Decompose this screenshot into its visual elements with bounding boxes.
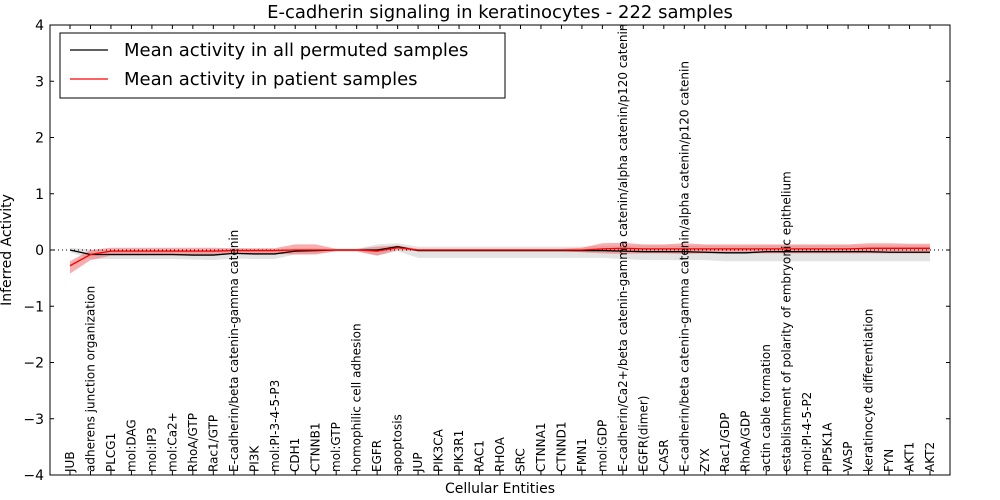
y-tick-label: 3 <box>35 74 44 90</box>
x-category-label: adherens junction organization <box>83 286 97 472</box>
y-axis-label: Inferred Activity <box>0 194 15 306</box>
x-category-label: mol:PI-3-4-5-P3 <box>268 380 282 472</box>
legend-box <box>59 32 506 99</box>
legend-label-1: Mean activity in patient samples <box>124 69 418 90</box>
x-category-label: JUP <box>411 452 425 473</box>
x-category-label: mol:GTP <box>329 422 343 472</box>
x-category-label: establishment of polarity of embryonic e… <box>780 171 794 472</box>
legend: Mean activity in all permuted samples Mea… <box>59 32 506 99</box>
x-category-label: ZYX <box>698 448 712 472</box>
x-category-label: apoptosis <box>391 414 405 472</box>
x-category-label: mol:PI-4-5-P2 <box>800 392 814 472</box>
chart-title: E-cadherin signaling in keratinocytes - … <box>267 2 733 23</box>
x-category-label: PIK3CA <box>432 428 446 472</box>
x-category-label: mol:Ca2+ <box>165 412 179 472</box>
x-category-label: FMN1 <box>575 438 589 472</box>
y-tick-label: −2 <box>23 356 44 372</box>
x-category-label: SRC <box>513 448 527 472</box>
x-category-label: EGFR(dimer) <box>636 396 650 472</box>
x-category-label: mol:DAG <box>124 419 138 472</box>
y-tick-label: 4 <box>35 18 44 34</box>
x-category-label: RHOA <box>493 436 507 472</box>
x-category-label: CTNNA1 <box>534 422 548 472</box>
x-category-label: CDH1 <box>288 438 302 472</box>
x-category-label: homophilic cell adhesion <box>350 323 364 472</box>
y-tick-label: −4 <box>23 468 44 484</box>
x-category-label: RAC1 <box>473 440 487 472</box>
x-category-label: AKT2 <box>923 442 937 472</box>
x-category-label: actin cable formation <box>759 344 773 472</box>
x-category-label: EGFR <box>370 440 384 472</box>
x-category-label: Rac1/GTP <box>206 415 220 472</box>
x-category-label: mol:IP3 <box>145 427 159 472</box>
y-tick-label: 2 <box>35 131 44 147</box>
x-category-label: VASP <box>841 441 855 472</box>
y-tick-label: −3 <box>23 412 44 428</box>
y-tick-label: 1 <box>35 187 44 203</box>
plot-area: −4 −3 −2 −1 0 1 2 3 4 JUB adherens junction organi… <box>23 18 951 484</box>
x-category-label: Rac1/GDP <box>718 413 732 472</box>
legend-label-0: Mean activity in all permuted samples <box>124 40 468 61</box>
x-category-label: E-cadherin/beta catenin-gamma catenin/al… <box>677 61 691 472</box>
x-category-label: CASR <box>657 439 671 472</box>
x-category-label: mol:GDP <box>595 420 609 472</box>
x-category-label: E-cadherin/beta catenin-gamma catenin <box>227 230 241 472</box>
y-tick-label: −1 <box>23 299 44 315</box>
series-line-1 <box>69 247 930 267</box>
x-category-label: PI3K <box>247 445 261 472</box>
x-category-label: RhoA/GTP <box>186 413 200 472</box>
y-tick-label: 0 <box>35 243 44 259</box>
x-category-label: RhoA/GDP <box>739 411 753 472</box>
x-category-label: CTNND1 <box>554 421 568 472</box>
x-category-label: PIK3R1 <box>452 430 466 472</box>
x-category-label: CTNNB1 <box>309 422 323 472</box>
x-category-label: AKT1 <box>903 442 917 472</box>
x-category-label: E-cadherin/Ca2+/beta catenin-gamma caten… <box>616 24 630 472</box>
x-category-label: FYN <box>882 449 896 472</box>
x-category-label: PIP5K1A <box>821 422 835 472</box>
x-category-label: JUB <box>63 451 77 473</box>
x-category-label: keratinocyte differentiation <box>862 309 876 472</box>
x-category-label: PLCG1 <box>104 433 118 472</box>
x-axis-label: Cellular Entities <box>445 481 555 497</box>
